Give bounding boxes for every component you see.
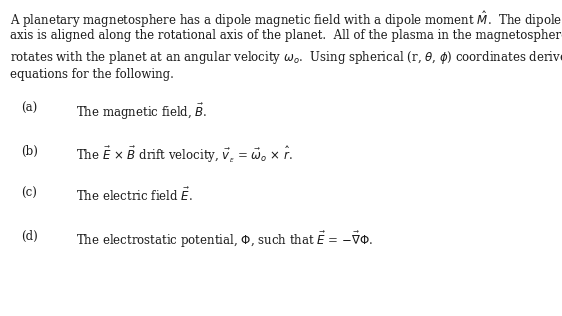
Text: (b): (b) — [21, 145, 38, 158]
Text: rotates with the planet at an angular velocity $\omega_o$.  Using spherical (r, : rotates with the planet at an angular ve… — [10, 49, 562, 66]
Text: The $\vec{E}$ $\times$ $\vec{B}$ drift velocity, $\vec{v}_{_{E}}$ = $\vec{\omega: The $\vec{E}$ $\times$ $\vec{B}$ drift v… — [76, 145, 293, 165]
Text: The magnetic field, $\vec{B}$.: The magnetic field, $\vec{B}$. — [76, 102, 207, 122]
Text: The electric field $\vec{E}$.: The electric field $\vec{E}$. — [76, 187, 193, 204]
Text: A planetary magnetosphere has a dipole magnetic field with a dipole moment $\hat: A planetary magnetosphere has a dipole m… — [10, 9, 562, 30]
Text: (a): (a) — [21, 102, 38, 115]
Text: (d): (d) — [21, 230, 38, 243]
Text: axis is aligned along the rotational axis of the planet.  All of the plasma in t: axis is aligned along the rotational axi… — [10, 29, 562, 42]
Text: The electrostatic potential, $\Phi$, such that $\vec{E}$ = $-\vec{\nabla}\Phi$.: The electrostatic potential, $\Phi$, suc… — [76, 230, 373, 250]
Text: equations for the following.: equations for the following. — [10, 68, 174, 81]
Text: (c): (c) — [21, 187, 37, 200]
